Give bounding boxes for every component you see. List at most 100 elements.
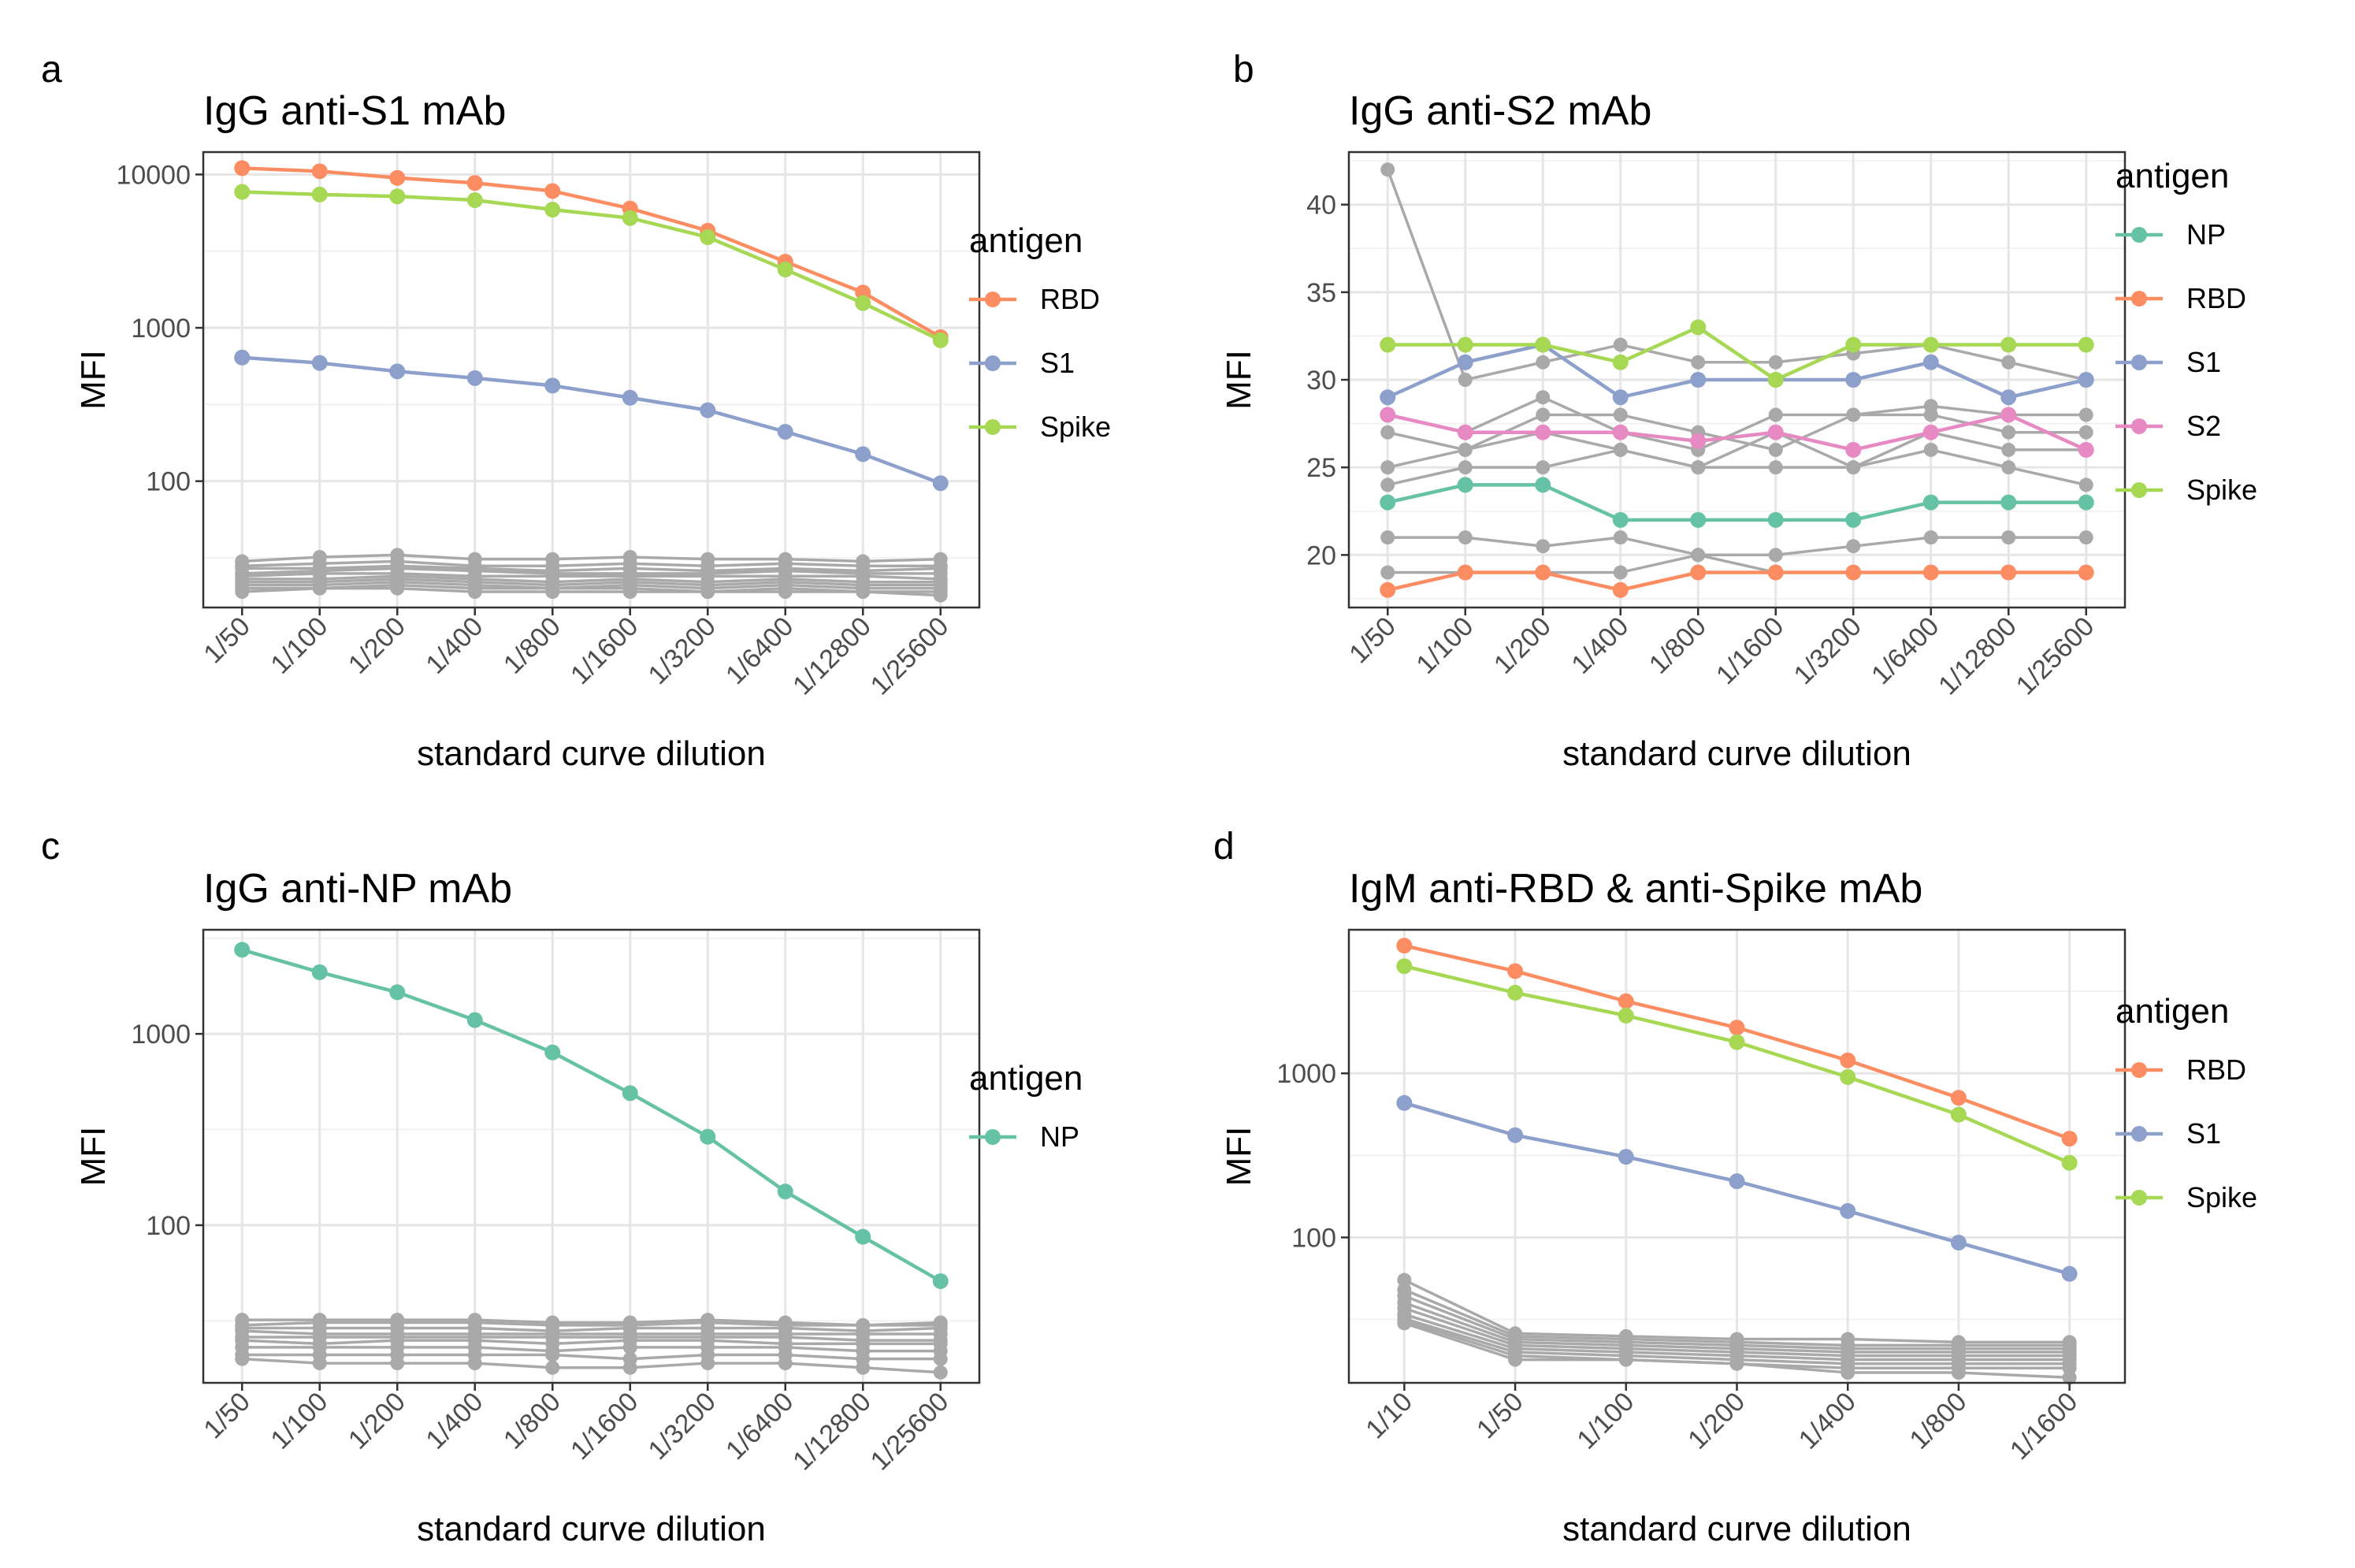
point-spike — [1690, 319, 1707, 336]
series-line-spike — [242, 190, 942, 342]
background-point — [2001, 530, 2016, 545]
y-tick-label: 10000 — [116, 160, 191, 190]
x-tick-label: 1/800 — [1644, 611, 1712, 680]
chart-panel-b: 20 25 30 35 40 1/50 1/100 1/200 1/400 1/8001/1600… — [1220, 49, 2257, 773]
point-rbd — [544, 183, 561, 199]
point-s1 — [622, 389, 638, 406]
point-s2 — [1767, 424, 1784, 440]
plot-border — [202, 928, 981, 1384]
legend-key-point — [2131, 355, 2147, 370]
background-point — [2001, 355, 2016, 370]
point-spike — [234, 184, 251, 200]
background-series-line — [242, 572, 941, 581]
background-series-line — [1387, 448, 2087, 487]
legend-key-point — [2131, 227, 2147, 243]
point-s1 — [1507, 1127, 1524, 1143]
point-np — [622, 1085, 638, 1102]
point-np — [855, 1228, 871, 1245]
background-point — [545, 1360, 560, 1375]
background-series-line — [242, 1326, 941, 1332]
legend-key-point — [2131, 1062, 2147, 1078]
background-point — [1536, 460, 1551, 475]
background-point — [1613, 337, 1628, 352]
y-tick-label: 40 — [1306, 191, 1336, 221]
y-tick-label: 20 — [1306, 541, 1336, 570]
point-spike — [700, 229, 716, 246]
chart-panel-c: 100 1000 1/50 1/100 1/200 1/400 1/8001/16001/3… — [41, 826, 1083, 1548]
point-rbd — [1922, 564, 1939, 581]
background-point — [933, 1351, 948, 1366]
point-np — [1457, 477, 1473, 493]
point-s1 — [1922, 354, 1939, 370]
x-tick-label: 1/1600 — [565, 611, 644, 690]
point-rbd — [1396, 938, 1413, 954]
x-tick-label: 1/100 — [1410, 611, 1479, 680]
background-point — [933, 588, 948, 603]
legend: antigen NP — [969, 1059, 1083, 1153]
background-point — [1951, 1365, 1966, 1380]
background-point — [1846, 460, 1861, 475]
point-rbd — [389, 169, 406, 186]
point-np — [1922, 494, 1939, 511]
point-rbd — [1729, 1020, 1745, 1036]
point-s1 — [1396, 1094, 1413, 1111]
point-spike — [1767, 372, 1784, 388]
chart-panel-a: 100 1000 10000 1/50 1/100 1/200 1/400 1/8001/16… — [41, 49, 1111, 773]
background-point — [700, 1356, 715, 1371]
x-tick-label: 1/3200 — [1788, 611, 1867, 690]
x-tick-label: 1/400 — [1793, 1387, 1862, 1455]
legend-key-point — [2131, 291, 2147, 307]
point-spike — [2061, 1154, 2078, 1171]
background-point — [2078, 530, 2093, 545]
panel-letter: d — [1213, 826, 1235, 868]
point-rbd — [2061, 1131, 2078, 1147]
legend-label-spike: Spike — [2186, 474, 2257, 506]
point-np — [1612, 511, 1629, 528]
background-point — [1380, 425, 1395, 440]
point-spike — [1618, 1007, 1634, 1024]
legend-label-s1: S1 — [1040, 347, 1075, 379]
background-series-line — [242, 1336, 941, 1342]
legend-title: antigen — [2115, 157, 2229, 195]
point-rbd — [2078, 564, 2094, 581]
y-tick-label: 100 — [1291, 1223, 1336, 1253]
point-rbd — [1535, 564, 1551, 581]
point-s2 — [2000, 407, 2017, 423]
point-s1 — [544, 377, 561, 394]
background-point — [1536, 355, 1551, 370]
point-spike — [466, 192, 483, 209]
point-np — [234, 942, 251, 958]
background-series-line — [242, 1353, 941, 1361]
background-series-line — [1387, 396, 2086, 451]
panel-letter: c — [41, 826, 60, 868]
point-rbd — [466, 175, 483, 191]
legend-key-point — [2131, 1190, 2147, 1206]
background-point — [700, 585, 715, 600]
point-s2 — [1457, 424, 1473, 440]
background-point — [1508, 1352, 1523, 1367]
background-point — [1397, 1316, 1412, 1331]
y-tick-label: 100 — [146, 1211, 191, 1241]
point-spike — [1845, 336, 1862, 353]
background-point — [235, 1351, 250, 1366]
point-s2 — [1845, 441, 1862, 458]
background-point — [1536, 539, 1551, 554]
background-point — [1458, 460, 1473, 475]
background-point — [1613, 442, 1628, 457]
background-point — [1691, 355, 1706, 370]
x-tick-label: 1/1600 — [2004, 1387, 2083, 1466]
background-point — [2001, 425, 2016, 440]
background-point — [856, 1360, 871, 1375]
background-point — [2078, 407, 2093, 422]
point-rbd — [1767, 564, 1784, 581]
background-series-line — [242, 583, 941, 593]
series-line-s1 — [1387, 343, 2087, 399]
plot-border — [202, 150, 981, 609]
background-series-line — [242, 567, 941, 575]
background-point — [1613, 407, 1628, 422]
x-tick-label: 1/400 — [420, 611, 488, 680]
background-series-line — [242, 1357, 941, 1374]
x-tick-label: 1/200 — [1682, 1387, 1751, 1455]
background-point — [778, 585, 793, 600]
